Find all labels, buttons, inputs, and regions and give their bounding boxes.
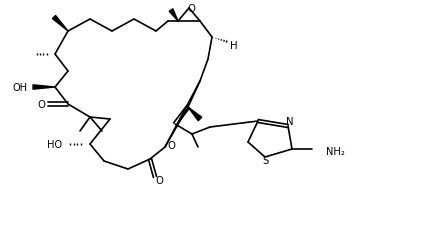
Polygon shape: [33, 85, 55, 90]
Text: O: O: [187, 4, 195, 14]
Text: N: N: [286, 116, 294, 126]
Text: O: O: [167, 140, 175, 150]
Text: NH₂: NH₂: [326, 146, 345, 156]
Text: OH: OH: [13, 83, 27, 93]
Text: O: O: [37, 100, 45, 109]
Polygon shape: [52, 16, 68, 32]
Text: S: S: [263, 155, 269, 165]
Text: HO: HO: [48, 139, 62, 149]
Text: H: H: [230, 41, 238, 51]
Text: O: O: [155, 175, 163, 185]
Polygon shape: [188, 108, 202, 121]
Polygon shape: [169, 10, 178, 22]
